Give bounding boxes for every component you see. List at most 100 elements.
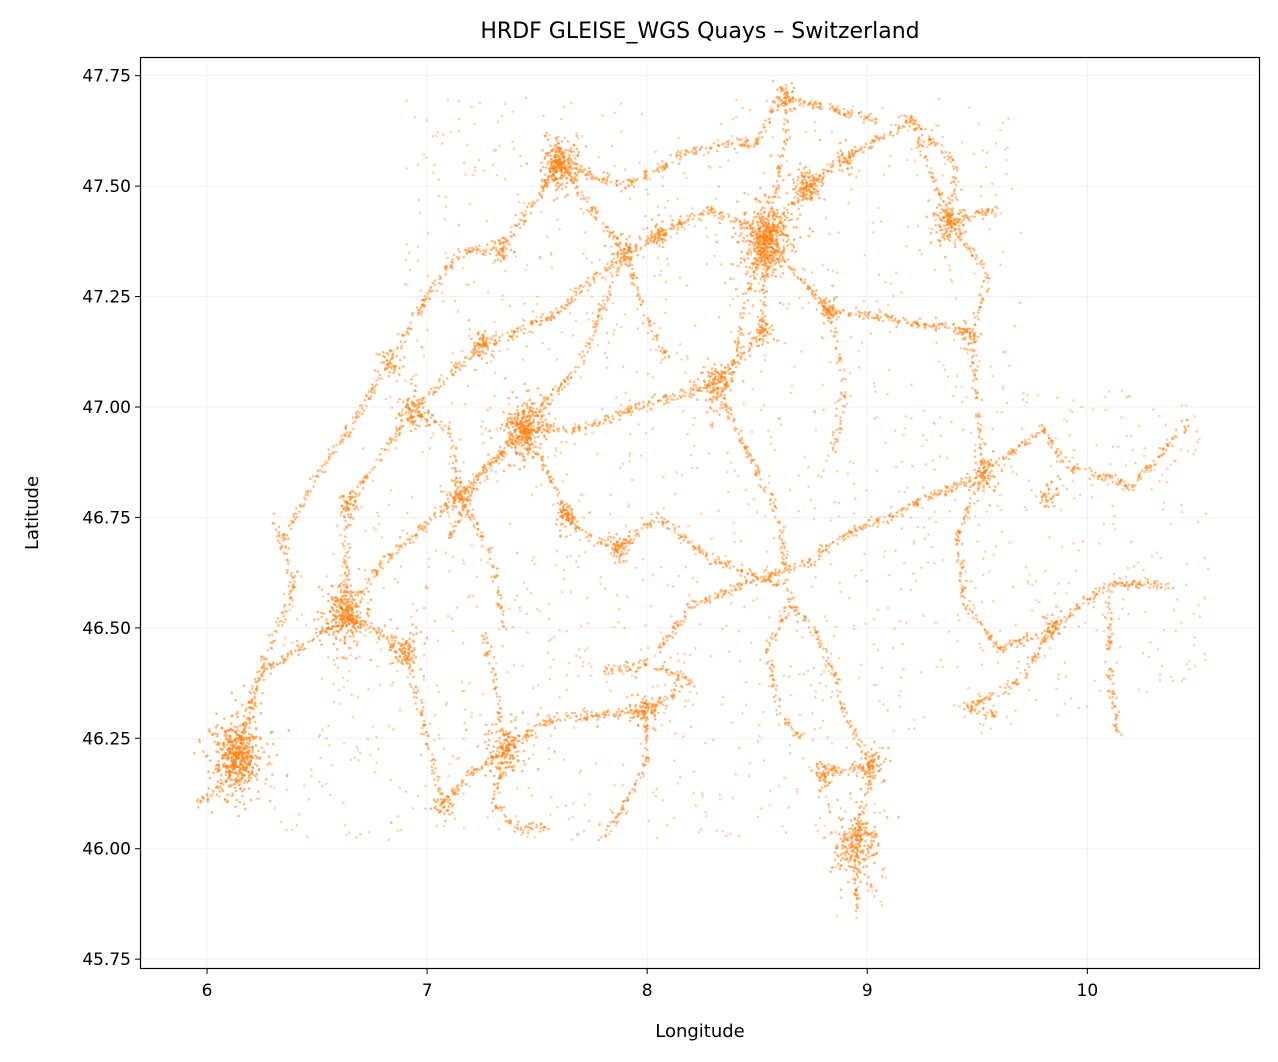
quay-point <box>1047 492 1050 495</box>
quay-point <box>799 213 802 216</box>
quay-point <box>525 389 529 393</box>
quay-point <box>654 728 657 732</box>
quay-point <box>417 689 420 692</box>
quay-point <box>860 834 863 837</box>
quay-point <box>476 745 480 748</box>
quay-point <box>513 736 516 739</box>
quay-point <box>669 694 673 697</box>
quay-point <box>378 353 381 356</box>
quay-point <box>448 798 452 801</box>
quay-point <box>729 220 732 223</box>
quay-point <box>1046 484 1049 488</box>
quay-point <box>752 226 755 229</box>
quay-point <box>495 249 498 252</box>
quay-point <box>560 305 563 308</box>
quay-point <box>988 485 991 489</box>
quay-point <box>413 534 416 537</box>
quay-point <box>603 266 606 270</box>
quay-point <box>836 853 839 857</box>
quay-point <box>559 719 562 722</box>
quay-point <box>201 795 204 799</box>
quay-point <box>343 635 347 638</box>
quay-point <box>271 773 274 776</box>
quay-point <box>810 196 813 199</box>
quay-point <box>289 649 293 653</box>
quay-point <box>705 206 709 210</box>
quay-point <box>436 800 439 803</box>
quay-point <box>525 162 529 165</box>
quay-point <box>297 645 301 648</box>
quay-point <box>412 653 415 657</box>
quay-point <box>434 783 437 787</box>
quay-point <box>472 478 476 482</box>
quay-point <box>740 223 744 227</box>
quay-point <box>221 754 225 757</box>
quay-point <box>511 736 514 739</box>
quay-point <box>232 771 235 775</box>
quay-point <box>657 711 660 715</box>
quay-point <box>337 585 340 589</box>
quay-point <box>570 711 574 715</box>
quay-point <box>452 792 456 795</box>
quay-point <box>1051 500 1054 504</box>
quay-point <box>556 153 559 156</box>
quay-point <box>355 630 359 633</box>
quay-point <box>938 229 942 232</box>
quay-point <box>670 689 673 692</box>
quay-point <box>702 365 706 369</box>
quay-point <box>773 218 777 221</box>
quay-point <box>373 575 376 578</box>
quay-point <box>756 252 759 255</box>
quay-point <box>871 761 875 764</box>
quay-point <box>275 754 279 757</box>
quay-point <box>440 792 444 796</box>
quay-point <box>874 889 878 892</box>
quay-point <box>432 386 436 389</box>
quay-point <box>872 830 876 833</box>
quay-point <box>997 482 1000 485</box>
quay-point <box>1056 475 1060 478</box>
quay-point <box>347 515 351 519</box>
quay-point <box>857 816 861 819</box>
quay-point <box>490 353 493 357</box>
quay-point <box>578 353 581 356</box>
quay-point <box>398 536 402 539</box>
quay-point <box>407 412 411 415</box>
quay-point <box>661 245 665 249</box>
quay-point <box>719 387 722 390</box>
quay-point <box>838 168 841 172</box>
quay-point <box>972 311 975 315</box>
quay-point <box>403 650 406 653</box>
quay-point <box>1039 490 1043 494</box>
quay-point <box>574 719 578 723</box>
quay-point <box>765 322 769 326</box>
quay-point <box>691 217 695 221</box>
quay-point <box>638 235 641 238</box>
quay-point <box>378 458 382 462</box>
quay-point <box>514 446 517 449</box>
quay-point <box>447 505 451 509</box>
quay-point <box>216 780 220 783</box>
quay-point <box>761 254 764 257</box>
quay-point <box>954 227 957 231</box>
data-points <box>192 79 1210 919</box>
quay-point <box>600 538 604 541</box>
quay-point <box>794 250 797 253</box>
quay-point <box>411 669 415 672</box>
quay-point <box>533 402 536 405</box>
quay-point <box>962 223 965 227</box>
quay-point <box>490 732 494 735</box>
quay-point <box>678 690 681 693</box>
quay-point <box>1055 605 1058 608</box>
quay-point <box>578 292 581 295</box>
quay-point <box>347 597 351 601</box>
quay-point <box>378 634 382 637</box>
quay-point <box>226 756 230 760</box>
quay-point <box>439 505 442 508</box>
quay-point <box>477 346 481 350</box>
quay-point <box>493 774 496 777</box>
quay-point <box>340 504 344 508</box>
quay-point <box>539 322 543 326</box>
quay-point <box>509 761 513 764</box>
quay-point <box>353 626 356 630</box>
